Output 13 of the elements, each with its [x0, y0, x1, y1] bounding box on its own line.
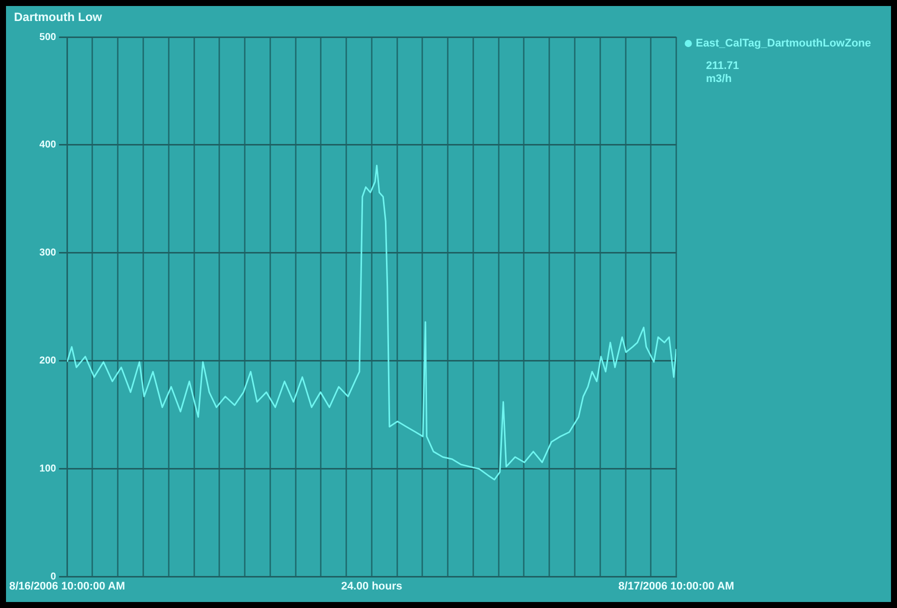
y-tick-label: 200 — [39, 356, 57, 367]
y-tick-label: 400 — [39, 140, 57, 151]
y-tick-label: 500 — [39, 32, 57, 43]
x-tick-label: 8/16/2006 10:00:00 AM — [9, 580, 125, 592]
y-tick-label: 100 — [39, 464, 57, 475]
x-tick-label: 8/17/2006 10:00:00 AM — [618, 580, 734, 592]
text: 211.71 — [706, 60, 740, 73]
text: m3/h — [706, 73, 733, 86]
x-tick-label: 24.00 hours — [341, 580, 402, 592]
legend-label: East_CalTag_DartmouthLowZone — [696, 38, 872, 50]
y-tick-label: 0 — [50, 572, 57, 583]
y-tick-label: 300 — [39, 248, 57, 259]
chart-title: Dartmouth Low — [14, 10, 102, 24]
